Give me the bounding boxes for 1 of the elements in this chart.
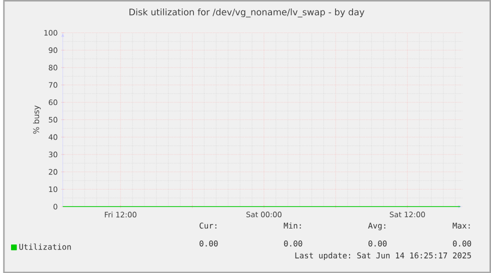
chart-title: Disk utilization for /dev/vg_noname/lv_swap - by day: [129, 8, 364, 18]
